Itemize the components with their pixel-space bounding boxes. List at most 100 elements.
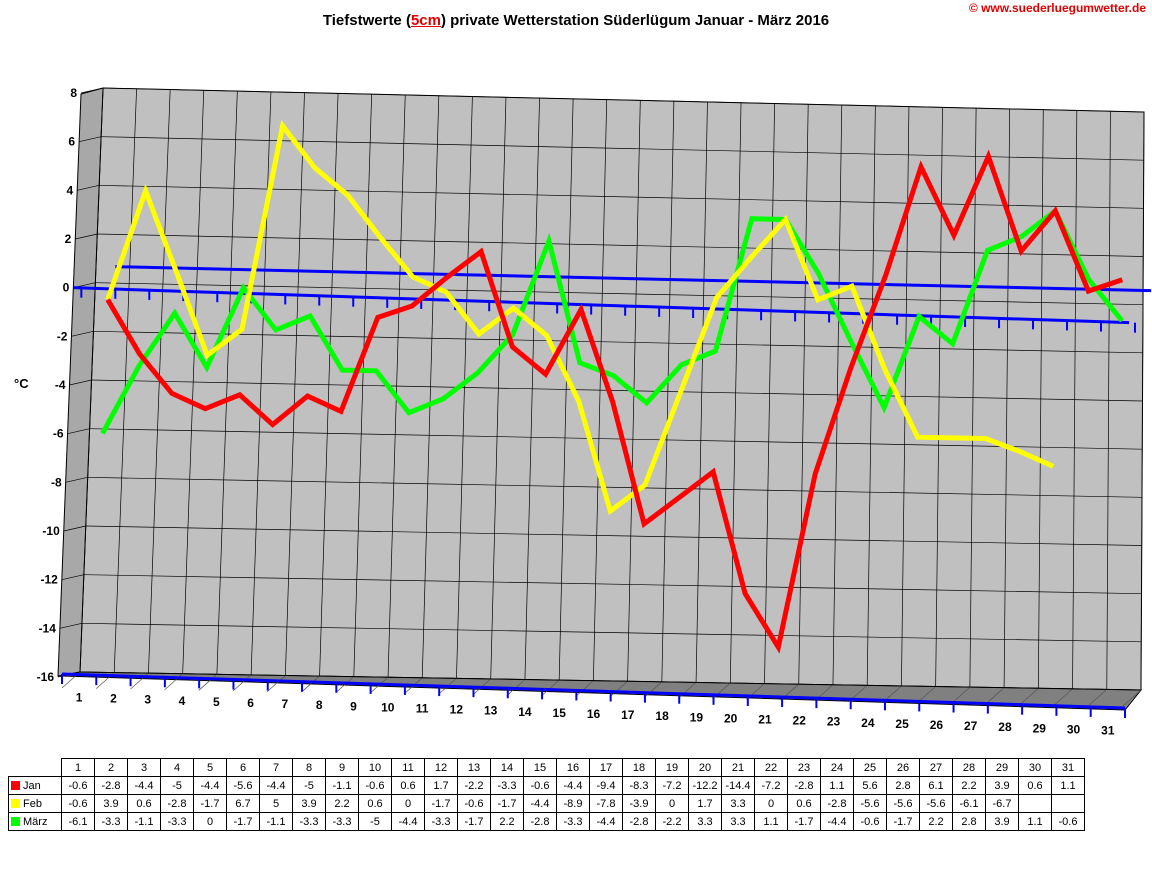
table-column-header: 5 xyxy=(193,758,227,777)
y-tick-label: 8 xyxy=(70,86,77,100)
table-cell: -6.1 xyxy=(952,794,986,813)
x-tick-label: 16 xyxy=(587,707,601,721)
table-column-header: 15 xyxy=(523,758,557,777)
grid-line-floor xyxy=(301,675,320,693)
y-tick-label: 0 xyxy=(63,281,70,295)
y-tick-label: -14 xyxy=(39,621,57,635)
grid-line-side xyxy=(67,428,90,435)
table-cell: -6.7 xyxy=(985,794,1019,813)
table-cell: -3.3 xyxy=(160,812,194,831)
legend-entry: März xyxy=(8,812,62,831)
table-column-header: 14 xyxy=(490,758,524,777)
table-cell: 0.6 xyxy=(358,794,392,813)
grid-line-floor xyxy=(1088,689,1108,706)
table-cell: -2.8 xyxy=(94,776,128,795)
table-column-header: 20 xyxy=(688,758,722,777)
table-cell: -1.7 xyxy=(424,794,458,813)
table-column-header: 28 xyxy=(952,758,986,777)
table-cell: 0 xyxy=(193,812,227,831)
table-column-header: 27 xyxy=(919,758,953,777)
legend-label: Jan xyxy=(23,779,41,792)
grid-line-side xyxy=(79,136,102,143)
table-cell: -5.6 xyxy=(919,794,953,813)
y-tick-label: -12 xyxy=(40,573,58,587)
chart-title: Tiefstwerte (5cm) private Wetterstation … xyxy=(322,12,830,29)
source-link[interactable]: © www.suederluegumwetter.de xyxy=(968,1,1146,15)
grid-line-horizontal xyxy=(97,233,1144,257)
table-cell: -3.3 xyxy=(556,812,590,831)
table-row: März -6.1 -3.3 -1.1 -3.3 0 -1.7 -1.1 -3.3 -3.3 -5-… xyxy=(8,812,1085,831)
y-tick-label: 6 xyxy=(68,135,75,149)
table-cell: 3.9 xyxy=(985,776,1019,795)
table-cell: -0.6 xyxy=(523,776,557,795)
legend-entry: Feb xyxy=(8,794,62,813)
table-cell: 1.7 xyxy=(688,794,722,813)
table-cell: 3.3 xyxy=(721,812,755,831)
table-cell: -4.4 xyxy=(259,776,293,795)
x-tick-label: 12 xyxy=(450,703,464,717)
table-column-header: 23 xyxy=(787,758,821,777)
table-column-header: 22 xyxy=(754,758,788,777)
plot-back-wall xyxy=(79,87,1145,691)
x-tick-label: 15 xyxy=(553,706,567,720)
grid-line-floor xyxy=(951,686,971,704)
table-cell: -2.8 xyxy=(622,812,656,831)
table-cell: -6.1 xyxy=(61,812,95,831)
table-cell: -3.9 xyxy=(622,794,656,813)
grid-line-horizontal xyxy=(83,574,1142,595)
grid-line-floor xyxy=(1054,688,1073,706)
table-cell: 0 xyxy=(391,794,425,813)
table-cell: 6.7 xyxy=(226,794,260,813)
grid-line-horizontal xyxy=(81,622,1142,643)
x-tick-label: 24 xyxy=(861,716,875,730)
x-tick-label: 17 xyxy=(621,708,635,722)
title-highlight: 5cm xyxy=(410,12,441,29)
table-cell: -0.6 xyxy=(457,794,491,813)
table-cell: -1.7 xyxy=(886,812,920,831)
table-cell: 2.2 xyxy=(325,794,359,813)
table-cell: -4.4 xyxy=(820,812,854,831)
x-tick-label: 9 xyxy=(350,699,357,713)
table-cell: -1.1 xyxy=(127,812,161,831)
series-line-jan xyxy=(105,149,1124,654)
table-cell: -7.2 xyxy=(655,776,689,795)
table-cell: -1.7 xyxy=(226,812,260,831)
table-cell: -0.6 xyxy=(61,776,95,795)
table-cell: 2.2 xyxy=(490,812,524,831)
table-cell: -1.7 xyxy=(193,794,227,813)
table-column-header: 18 xyxy=(622,758,656,777)
y-tick-label: -6 xyxy=(53,427,64,441)
grid-line-floor xyxy=(609,681,628,698)
grid-line-side xyxy=(63,525,86,532)
table-cell: -3.3 xyxy=(325,812,359,831)
table-cell: 0.6 xyxy=(127,794,161,813)
series-line-maerz xyxy=(100,207,1124,435)
grid-line-horizontal xyxy=(101,136,1144,161)
table-cell: 2.8 xyxy=(952,812,986,831)
table-cell xyxy=(1018,794,1052,813)
table-column-header: 29 xyxy=(985,758,1019,777)
table-cell: -1.7 xyxy=(457,812,491,831)
table-cell: -4.4 xyxy=(127,776,161,795)
zero-line-back xyxy=(115,265,1152,293)
table-cell: -0.6 xyxy=(61,794,95,813)
x-tick-label: 22 xyxy=(793,714,807,728)
grid-line-side xyxy=(80,87,104,94)
table-cell: 6.1 xyxy=(919,776,953,795)
grid-line-side xyxy=(75,233,98,240)
table-cell: -2.8 xyxy=(523,812,557,831)
grid-line-side xyxy=(69,379,92,386)
x-tick-label: 28 xyxy=(998,720,1012,734)
x-tick-label: 13 xyxy=(484,704,498,718)
grid-line-floor xyxy=(267,675,286,692)
table-cell: -1.7 xyxy=(490,794,524,813)
x-tick-label: 21 xyxy=(758,712,772,726)
table-cell: 2.2 xyxy=(919,812,953,831)
x-tick-label: 3 xyxy=(144,693,151,707)
table-column-header: 30 xyxy=(1018,758,1052,777)
table-cell: -2.8 xyxy=(820,794,854,813)
legend-entry: Jan xyxy=(8,776,62,795)
table-row: Feb -0.6 3.9 0.6 -2.8 -1.7 6.7 5 3.9 2.2 0.6 0 -1.7-… xyxy=(8,794,1085,813)
table-cell: 3.9 xyxy=(292,794,326,813)
table-cell: 1.1 xyxy=(820,776,854,795)
